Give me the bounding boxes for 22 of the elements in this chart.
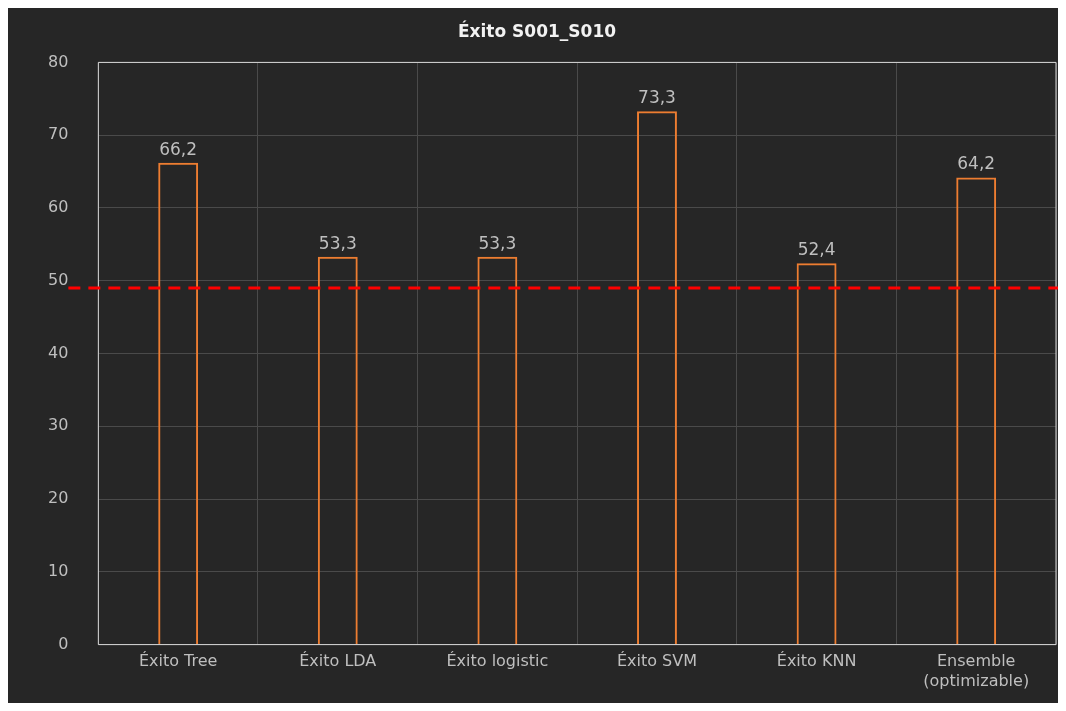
y-tick-label: 50 bbox=[48, 269, 69, 289]
y-tick-label: 10 bbox=[48, 560, 69, 580]
chart-title: Éxito S001_S010 bbox=[457, 19, 617, 41]
x-tick-label: Éxito SVM bbox=[616, 651, 698, 671]
data-label: 73,3 bbox=[638, 87, 676, 108]
y-tick-label: 40 bbox=[48, 342, 69, 362]
y-tick-label: 30 bbox=[48, 415, 69, 435]
y-tick-label: 60 bbox=[48, 197, 69, 217]
y-tick-label: 0 bbox=[58, 633, 69, 653]
x-tick-label: Éxito LDA bbox=[299, 651, 377, 671]
data-label: 64,2 bbox=[957, 153, 996, 174]
data-label: 53,3 bbox=[478, 232, 517, 253]
x-tick-label: Éxito KNN bbox=[776, 651, 857, 671]
y-tick-label: 70 bbox=[48, 124, 69, 144]
data-label: 66,2 bbox=[159, 138, 198, 159]
data-label: 53,3 bbox=[318, 232, 357, 253]
x-tick-label: Éxito logistic bbox=[446, 651, 549, 671]
data-label: 52,4 bbox=[797, 239, 836, 260]
y-tick-label: 20 bbox=[48, 488, 69, 508]
x-tick-label: Éxito Tree bbox=[138, 651, 218, 671]
y-tick-label: 80 bbox=[48, 51, 69, 71]
x-tick-label: Ensemble (optimizable) bbox=[923, 651, 1030, 690]
